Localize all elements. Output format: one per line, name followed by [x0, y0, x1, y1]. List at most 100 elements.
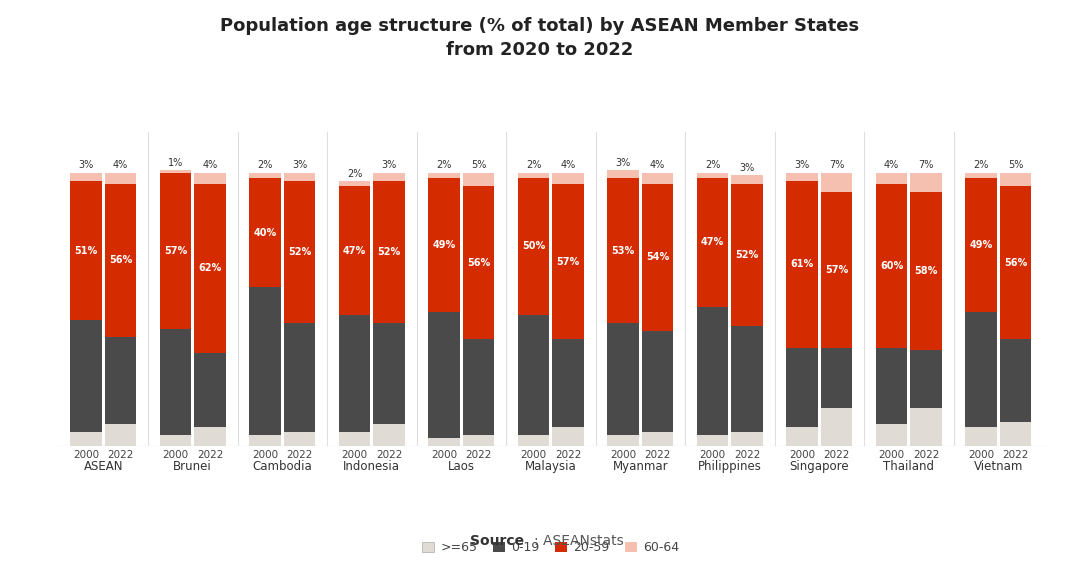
- Text: Population age structure (% of total) by ASEAN Member States
from 2020 to 2022: Population age structure (% of total) by…: [220, 17, 860, 59]
- Text: 57%: 57%: [825, 265, 848, 275]
- Text: 62%: 62%: [199, 263, 221, 273]
- Text: Philippines: Philippines: [698, 460, 761, 474]
- Bar: [70, 181, 102, 320]
- Bar: [70, 173, 102, 181]
- Bar: [249, 435, 281, 446]
- Text: 49%: 49%: [432, 240, 456, 250]
- Bar: [786, 173, 818, 181]
- Bar: [374, 424, 405, 446]
- Text: 2%: 2%: [526, 160, 541, 170]
- Bar: [607, 323, 638, 435]
- Text: 50%: 50%: [522, 241, 545, 252]
- Text: Indonesia: Indonesia: [343, 460, 401, 474]
- Bar: [731, 176, 762, 184]
- Text: 58%: 58%: [915, 266, 937, 276]
- Bar: [821, 173, 852, 192]
- Bar: [374, 181, 405, 323]
- Text: 61%: 61%: [791, 259, 813, 269]
- Bar: [966, 178, 997, 312]
- Text: 4%: 4%: [885, 160, 900, 170]
- Bar: [194, 184, 226, 353]
- Bar: [339, 432, 370, 446]
- Bar: [821, 348, 852, 408]
- Text: ASEAN: ASEAN: [83, 460, 123, 474]
- Text: : ASEANstats: : ASEANstats: [534, 534, 623, 547]
- Text: 56%: 56%: [467, 258, 490, 268]
- Bar: [966, 427, 997, 446]
- Bar: [70, 320, 102, 432]
- Text: 4%: 4%: [112, 160, 129, 170]
- Text: 4%: 4%: [650, 160, 665, 170]
- Bar: [697, 307, 728, 435]
- Bar: [552, 427, 583, 446]
- Text: 53%: 53%: [611, 245, 635, 256]
- Text: 47%: 47%: [701, 237, 725, 247]
- Text: 3%: 3%: [795, 160, 810, 170]
- Bar: [105, 184, 136, 337]
- Text: Vietnam: Vietnam: [974, 460, 1023, 474]
- Bar: [160, 170, 191, 173]
- Text: 7%: 7%: [918, 160, 934, 170]
- Text: 40%: 40%: [254, 228, 276, 238]
- Bar: [731, 326, 762, 432]
- Bar: [249, 173, 281, 178]
- Text: 2%: 2%: [257, 160, 273, 170]
- Bar: [463, 186, 495, 339]
- Bar: [105, 173, 136, 184]
- Bar: [821, 192, 852, 348]
- Bar: [339, 186, 370, 315]
- Text: 4%: 4%: [202, 160, 217, 170]
- Bar: [876, 348, 907, 424]
- Text: Malaysia: Malaysia: [525, 460, 577, 474]
- Bar: [1000, 173, 1031, 186]
- Text: Laos: Laos: [448, 460, 475, 474]
- Text: 3%: 3%: [616, 158, 631, 168]
- Bar: [463, 435, 495, 446]
- Bar: [821, 408, 852, 446]
- Bar: [518, 173, 550, 178]
- Text: 51%: 51%: [75, 245, 97, 256]
- Text: Source: Source: [470, 534, 524, 547]
- Bar: [429, 173, 460, 178]
- Bar: [552, 173, 583, 184]
- Bar: [552, 184, 583, 339]
- Bar: [194, 173, 226, 184]
- Bar: [429, 438, 460, 446]
- Bar: [910, 192, 942, 351]
- Text: 3%: 3%: [740, 163, 755, 173]
- Bar: [284, 323, 315, 432]
- Text: 2%: 2%: [436, 160, 451, 170]
- Bar: [105, 424, 136, 446]
- Bar: [642, 173, 673, 184]
- Bar: [429, 178, 460, 312]
- Text: Singapore: Singapore: [789, 460, 849, 474]
- Legend: >=65, 0-19, 20-59, 60-64: >=65, 0-19, 20-59, 60-64: [417, 537, 685, 559]
- Text: 5%: 5%: [471, 160, 486, 170]
- Bar: [518, 178, 550, 315]
- Text: Cambodia: Cambodia: [253, 460, 312, 474]
- Bar: [429, 312, 460, 438]
- Bar: [910, 351, 942, 408]
- Bar: [1000, 339, 1031, 422]
- Bar: [70, 432, 102, 446]
- Text: 4%: 4%: [561, 160, 576, 170]
- Text: 60%: 60%: [880, 261, 903, 271]
- Text: 56%: 56%: [109, 255, 132, 265]
- Bar: [697, 435, 728, 446]
- Bar: [966, 312, 997, 427]
- Bar: [249, 288, 281, 435]
- Bar: [731, 432, 762, 446]
- Bar: [374, 323, 405, 424]
- Bar: [607, 435, 638, 446]
- Text: 3%: 3%: [292, 160, 307, 170]
- Bar: [463, 173, 495, 186]
- Bar: [374, 173, 405, 181]
- Bar: [786, 427, 818, 446]
- Bar: [731, 184, 762, 326]
- Text: Brunei: Brunei: [174, 460, 212, 474]
- Bar: [339, 315, 370, 432]
- Bar: [194, 427, 226, 446]
- Text: 2%: 2%: [973, 160, 989, 170]
- Bar: [876, 424, 907, 446]
- Text: 52%: 52%: [288, 247, 311, 257]
